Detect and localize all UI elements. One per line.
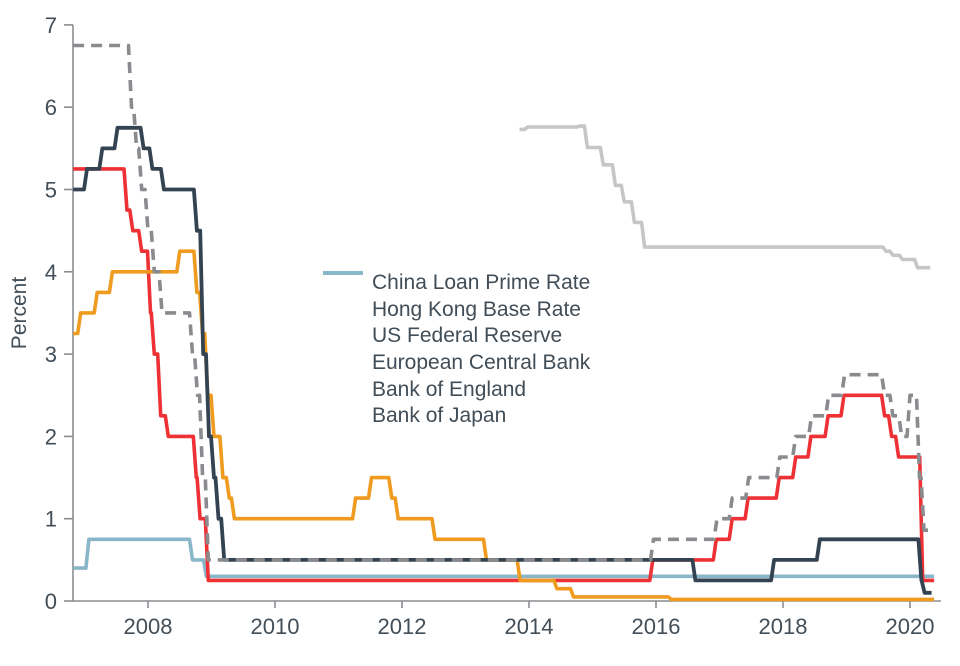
legend-label: Bank of Japan (372, 404, 507, 428)
series-line-hong-kong-base-rate (73, 43, 929, 562)
y-axis-title: Percent (8, 277, 31, 350)
legend-swatch-china-line-icon (323, 271, 363, 286)
series-line-us-federal-reserve (73, 167, 935, 583)
legend-item-bank-of-england: Bank of England (323, 271, 590, 403)
y-axis-tick-label: 1 (45, 507, 57, 532)
legend-swatch-boe-line-icon (323, 271, 363, 393)
legend-swatch-boj-line-icon (323, 271, 363, 420)
legend-item-china-loan-prime-rate: China Loan Prime Rate (323, 269, 590, 296)
x-axis-tick-label: 2010 (251, 614, 300, 639)
y-axis-tick-label: 7 (45, 13, 57, 38)
legend-swatch-hong-kong-dashed-line-icon (323, 271, 363, 313)
y-axis-tick-label: 6 (45, 95, 57, 120)
x-axis-tick-label: 2014 (505, 614, 554, 639)
series-line-bank-of-england (73, 125, 932, 595)
x-axis-tick-label: 2016 (632, 614, 681, 639)
legend-label: China Loan Prime Rate (372, 270, 591, 294)
legend-item-european-central-bank: European Central Bank (323, 271, 591, 376)
y-axis-tick-label: 0 (45, 589, 57, 614)
legend-swatch-ecb-line-icon (323, 271, 363, 366)
x-axis-tick-label: 2020 (886, 614, 935, 639)
legend-label: European Central Bank (372, 350, 591, 374)
legend-label: US Federal Reserve (372, 324, 563, 348)
series-line-bank-of-japan (73, 537, 935, 579)
y-axis-tick-label: 5 (45, 178, 57, 203)
legend-item-hong-kong-base-rate: Hong Kong Base Rate (323, 271, 590, 323)
legend-label: Hong Kong Base Rate (372, 297, 581, 321)
x-axis-tick-label: 2018 (759, 614, 808, 639)
chart-legend: China Loan Prime Rate Hong Kong Base Rat… (323, 269, 590, 429)
y-axis-tick-label: 3 (45, 342, 57, 367)
y-axis-tick-label: 2 (45, 424, 57, 449)
series-line-european-central-bank (73, 249, 935, 602)
x-axis-tick-label: 2008 (124, 614, 173, 639)
legend-item-bank-of-japan: Bank of Japan (323, 271, 590, 429)
y-axis-tick-label: 4 (45, 260, 57, 285)
x-axis-tick-label: 2012 (378, 614, 427, 639)
legend-swatch-us-fed-line-icon (323, 271, 363, 340)
legend-label: Bank of England (372, 377, 527, 401)
legend-item-us-federal-reserve: US Federal Reserve (323, 271, 590, 349)
series-line-china-loan-prime-rate (519, 124, 931, 270)
